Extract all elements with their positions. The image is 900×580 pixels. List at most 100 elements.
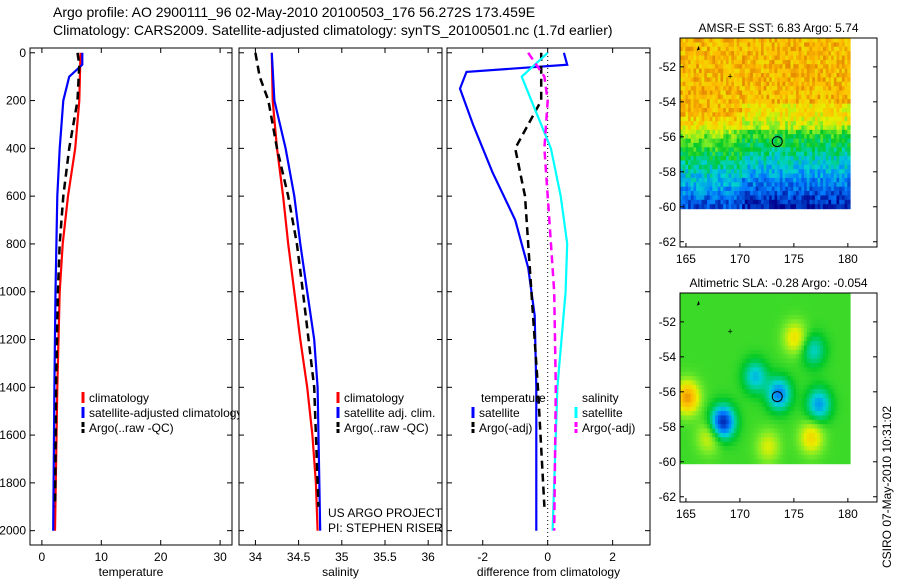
map-cell xyxy=(828,393,832,399)
map-cell xyxy=(777,73,781,78)
map-cell xyxy=(833,380,838,386)
map-cell xyxy=(777,64,781,70)
map-cell xyxy=(801,116,805,122)
map-cell xyxy=(774,199,778,205)
map-cell xyxy=(723,64,727,70)
map-cell xyxy=(720,195,724,201)
map-cell xyxy=(720,454,724,460)
map-cell xyxy=(771,182,776,188)
map-cell xyxy=(779,160,784,166)
map-cell xyxy=(766,402,770,408)
map-cell xyxy=(833,432,838,438)
map-cell xyxy=(766,450,770,456)
map-cell xyxy=(769,332,773,338)
map-cell xyxy=(761,397,765,403)
map-cell xyxy=(715,328,719,333)
map-cell xyxy=(782,86,786,92)
map-cell xyxy=(812,64,816,70)
map-cell xyxy=(698,68,703,74)
map-cell xyxy=(723,345,727,351)
map-cell xyxy=(685,393,689,399)
map-cell xyxy=(833,358,838,364)
map-cell xyxy=(715,411,719,417)
map-cell xyxy=(814,441,819,447)
map-cell xyxy=(752,406,757,412)
map-cell xyxy=(728,77,732,83)
map-cell xyxy=(841,99,846,105)
map-cell xyxy=(715,42,719,48)
map-cell xyxy=(823,68,827,74)
map-cell xyxy=(841,293,846,298)
map-cell xyxy=(701,336,705,342)
map-cell xyxy=(777,341,781,347)
map-cell xyxy=(820,112,824,118)
map-cell xyxy=(787,169,792,175)
map-cell xyxy=(844,103,848,109)
map-cell xyxy=(812,446,816,451)
map-cell xyxy=(806,389,811,395)
map-cell xyxy=(782,90,786,96)
map-cell xyxy=(804,156,808,162)
map-cell xyxy=(804,432,808,438)
map-cell xyxy=(709,402,713,408)
map-cell xyxy=(763,371,767,377)
map-cell xyxy=(801,112,805,118)
map-cell xyxy=(750,402,754,408)
map-cell xyxy=(787,151,792,157)
map-cell xyxy=(847,73,851,78)
map-cell xyxy=(688,306,692,312)
map-cell xyxy=(752,301,757,307)
map-cell xyxy=(771,328,776,333)
map-cell xyxy=(820,354,824,360)
map-cell xyxy=(804,380,808,386)
map-cell xyxy=(750,116,754,122)
map-cell xyxy=(755,354,759,360)
map-cell xyxy=(701,459,705,465)
legend-entry: satellite xyxy=(479,406,520,420)
map-cell xyxy=(798,363,802,368)
map-cell xyxy=(707,328,711,333)
map-cell xyxy=(696,86,700,92)
map-cell xyxy=(823,138,827,144)
map-cell xyxy=(709,182,713,188)
map-cell xyxy=(688,134,692,140)
map-cell xyxy=(769,450,773,456)
map-cell xyxy=(763,424,767,430)
map-cell xyxy=(734,419,738,425)
map-cell xyxy=(833,415,838,421)
map-cell xyxy=(817,42,821,48)
map-cell xyxy=(796,199,800,205)
map-cell xyxy=(804,310,808,316)
map-cell xyxy=(809,384,813,390)
map-cell xyxy=(798,380,802,386)
map-cell xyxy=(793,86,797,92)
map-cell xyxy=(701,376,705,382)
map-cell xyxy=(728,46,732,52)
map-cell xyxy=(685,156,689,162)
map-cell xyxy=(820,332,824,338)
map-cell xyxy=(833,336,838,342)
map-cell xyxy=(836,77,840,83)
map-cell xyxy=(779,415,784,421)
map-cell xyxy=(806,147,811,153)
map-cell xyxy=(744,310,749,316)
map-cell xyxy=(696,371,700,377)
map-cell xyxy=(752,454,757,460)
map-cell xyxy=(763,64,767,70)
map-cell xyxy=(841,125,846,131)
map-cell xyxy=(836,389,840,395)
map-cell xyxy=(774,446,778,451)
map-cell xyxy=(769,90,773,96)
map-cell xyxy=(787,441,792,447)
map-cell xyxy=(801,336,805,342)
series-climatology xyxy=(53,52,82,531)
map-cell xyxy=(806,376,811,382)
map-cell xyxy=(701,160,705,166)
map-cell xyxy=(704,182,708,188)
map-cell xyxy=(847,199,851,205)
map-cell xyxy=(704,169,708,175)
map-cell xyxy=(820,116,824,122)
map-cell xyxy=(690,345,695,351)
map-cell xyxy=(736,389,740,395)
annotation-text: PI: STEPHEN RISER xyxy=(328,521,443,535)
